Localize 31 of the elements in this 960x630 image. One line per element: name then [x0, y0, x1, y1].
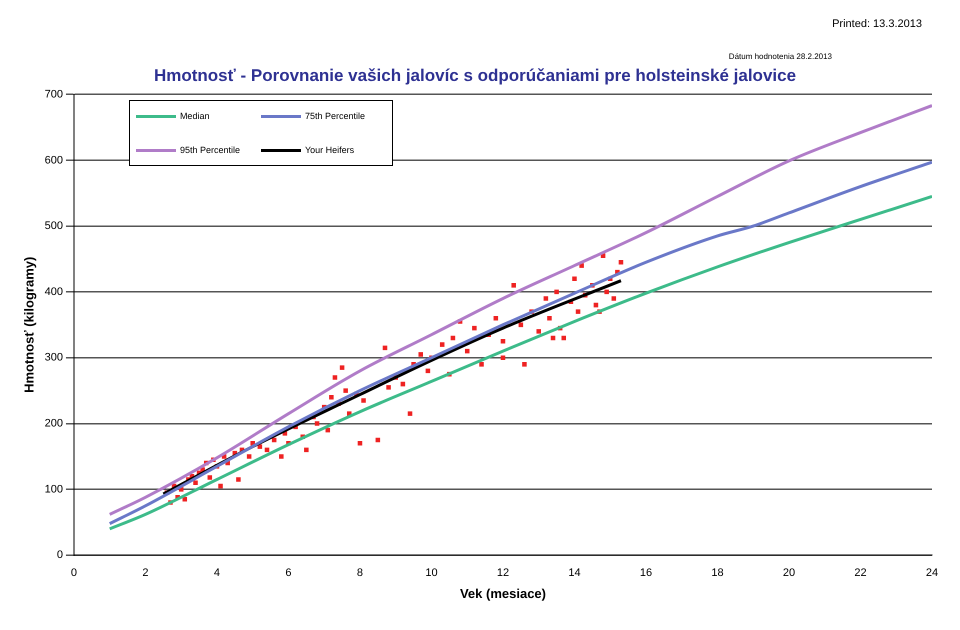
- y-tick-label: 700: [44, 88, 63, 100]
- y-axis-title: Hmotnosť (kilogramy): [21, 256, 36, 393]
- y-tick-label: 200: [44, 418, 63, 430]
- x-tick-label: 4: [214, 566, 220, 579]
- x-tick-label: 8: [356, 566, 364, 579]
- line-series: [108, 104, 932, 516]
- y-tick-label: 500: [44, 220, 63, 232]
- chart-title: Hmotnosť - Porovnanie vašich jalovíc s odporúčaniami pre holsteinské jalovice: [154, 66, 796, 85]
- text: Printed: 13.3.2013: [831, 17, 923, 32]
- y-tick-label: 400: [44, 286, 63, 298]
- x-tick-label: 2: [142, 566, 149, 579]
- y-tick-label: 0: [56, 549, 63, 562]
- x-tick-label: 16: [640, 566, 652, 579]
- y-tick-label: 100: [44, 483, 63, 496]
- text: Dátum hodnotenia 28.2.2013: [728, 52, 833, 63]
- x-tick-label: 0: [70, 566, 78, 579]
- y-tick-label: 600: [44, 154, 63, 166]
- legend-label: Median: [180, 111, 210, 122]
- x-tick-label: 6: [285, 566, 292, 579]
- x-tick-label: 22: [854, 566, 867, 579]
- x-tick-label: 10: [425, 566, 438, 579]
- x-axis-title: Vek (mesiace): [460, 586, 546, 601]
- x-tick-label: 12: [496, 566, 510, 579]
- x-tick-label: 24: [926, 566, 938, 579]
- legend-label: Your Heifers: [304, 145, 354, 156]
- y-tick-label: 300: [44, 352, 63, 364]
- legend-label: 95th Percentile: [180, 145, 240, 156]
- legend-label: 75th Percentile: [304, 111, 365, 122]
- x-tick-label: 14: [568, 566, 581, 579]
- x-tick-label: 18: [711, 566, 724, 579]
- x-tick-label: 20: [782, 566, 796, 579]
